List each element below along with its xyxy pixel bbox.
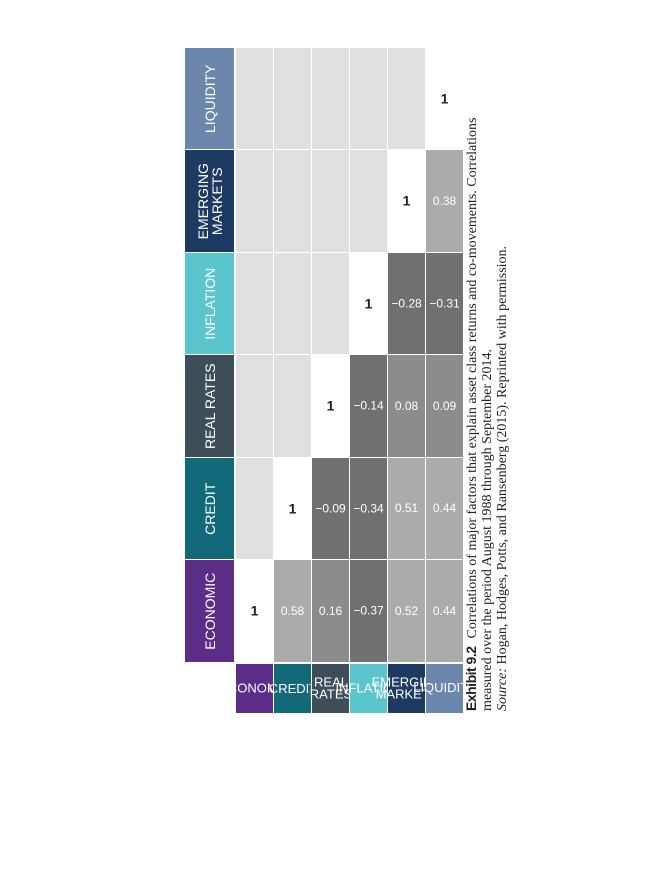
row-header: CREDIT [268,664,317,713]
matrix-blank-cell [236,48,273,150]
matrix-blank-cell [236,150,273,252]
diagonal-cell: 1 [426,48,463,150]
correlation-matrix: ECONOMIC CREDIT REAL RATES INFLATION EMERGIN… [185,48,476,713]
column-header: REAL RATES [185,355,234,457]
correlation-cell: −0.37 [350,560,387,662]
matrix-blank-cell [350,150,387,252]
correlation-cell: 0.08 [388,355,425,457]
diagonal-cell: 1 [350,253,387,355]
matrix-blank-cell [274,48,311,150]
matrix-blank-cell [236,253,273,355]
correlation-cell: −0.14 [350,355,387,457]
correlation-cell: 0.58 [274,560,311,662]
matrix-blank-cell [312,253,349,355]
correlation-value: 1 [250,602,259,619]
correlation-value: 1 [364,295,373,312]
matrix-blank-cell [388,48,425,150]
correlation-cell: −0.28 [388,253,425,355]
correlation-cell: 0.44 [426,560,463,662]
correlation-cell: 0.44 [426,458,463,560]
correlation-cell: 0.09 [426,355,463,457]
correlation-cell: 0.38 [426,150,463,252]
matrix-blank-cell [274,150,311,252]
column-header: CREDIT [185,458,234,560]
exhibit-caption: Exhibit 9.2Correlations of major factors… [463,71,510,712]
column-header: EMERGING MARKETS [185,150,234,252]
correlation-value: 0.38 [432,193,457,208]
caption-text: Correlations of major factors that expla… [465,117,495,712]
correlation-value: −0.28 [391,296,422,311]
matrix-blank-cell [312,150,349,252]
correlation-value: 0.09 [432,398,457,413]
correlation-cell: −0.31 [426,253,463,355]
correlation-value: −0.14 [353,398,384,413]
matrix-blank-cell [236,355,273,457]
matrix-blank-cell [274,253,311,355]
matrix-blank-cell [350,48,387,150]
diagonal-cell: 1 [236,560,273,662]
correlation-cell: −0.34 [350,458,387,560]
correlation-value: −0.09 [315,501,346,516]
matrix-blank-cell [236,458,273,560]
diagonal-cell: 1 [388,150,425,252]
correlation-value: −0.31 [429,296,460,311]
column-header: LIQUIDITY [185,48,234,150]
correlation-value: 1 [440,90,449,107]
correlation-value: 0.08 [394,398,419,413]
correlation-value: 0.16 [318,603,343,618]
row-header: LIQUIDITY [413,664,476,713]
correlation-cell: 0.16 [312,560,349,662]
correlation-value: 1 [402,192,411,209]
column-header: ECONOMIC [185,560,234,662]
correlation-cell: 0.51 [388,458,425,560]
correlation-value: 0.44 [432,603,457,618]
column-header: INFLATION [185,253,234,355]
correlation-value: 0.51 [394,501,419,516]
row-header: ECONOMIC [219,664,290,713]
correlation-value: 1 [288,500,297,517]
correlation-value: 1 [326,397,335,414]
correlation-cell: −0.09 [312,458,349,560]
source-text: Hogan, Hodges, Potts, and Ransenberg (20… [495,245,510,665]
correlation-cell: 0.52 [388,560,425,662]
correlation-value: 0.52 [394,603,419,618]
matrix-blank-cell [274,355,311,457]
diagonal-cell: 1 [312,355,349,457]
correlation-value: 0.58 [280,603,305,618]
diagonal-cell: 1 [274,458,311,560]
correlation-value: 0.44 [432,501,457,516]
source-label: Source: [495,667,510,711]
matrix-blank-cell [312,48,349,150]
exhibit-label: Exhibit 9.2 [463,646,479,711]
correlation-value: −0.37 [353,603,384,618]
correlation-value: −0.34 [353,501,384,516]
